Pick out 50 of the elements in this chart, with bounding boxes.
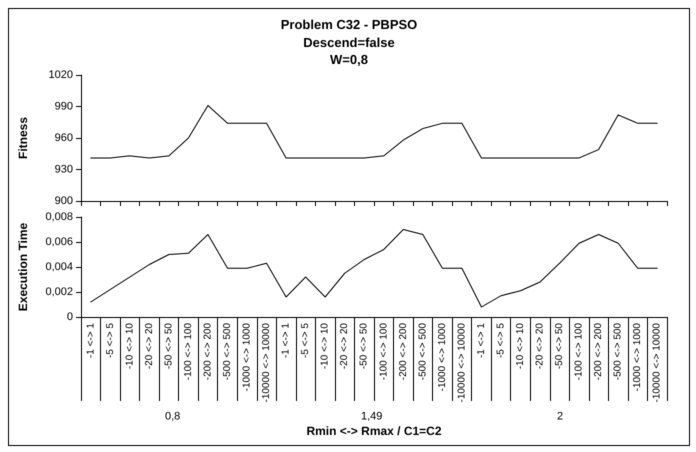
y-axis-title: Fitness	[16, 116, 30, 160]
x-tick-label: -50 <-> 50	[554, 322, 566, 370]
x-tick-label: -10 <-> 10	[515, 322, 526, 370]
y-tick-label: 1020	[48, 69, 73, 81]
x-tick-label: -1 <-> 1	[280, 322, 292, 358]
x-tick-label: -100 <-> 100	[378, 322, 390, 380]
y-tick-label: 0,004	[45, 261, 73, 273]
x-tick-label: -100 <-> 100	[182, 322, 194, 380]
line-series	[90, 229, 658, 308]
text: 2	[557, 410, 564, 422]
text: 0,8	[165, 410, 180, 422]
x-tick-label: -1000 <-> 1000	[632, 322, 644, 392]
y-axis-title: Execution Time	[16, 222, 30, 312]
x-tick-label: -50 <-> 50	[163, 322, 174, 370]
x-tick-label: -20 <-> 20	[534, 322, 546, 370]
y-tick-label: 0,006	[45, 236, 73, 248]
x-tick-label: -500 <-> 500	[417, 322, 428, 380]
x-tick-label: -200 <-> 200	[593, 322, 604, 380]
x-tick-label: -10000 <-> 10000	[456, 322, 468, 403]
x-tick-label: -200 <-> 200	[398, 322, 409, 380]
y-tick-label: 960	[54, 132, 73, 144]
x-axis-title: Rmin <-> Rmax / C1=C2	[306, 424, 442, 438]
x-tick-label: -500 <-> 500	[222, 322, 233, 380]
x-tick-label: -20 <-> 20	[339, 322, 350, 370]
x-tick-label: -1 <-> 1	[476, 322, 487, 358]
x-tick-label: -100 <-> 100	[574, 322, 585, 380]
x-tick-label: -10 <-> 10	[124, 322, 136, 370]
x-tick-label: -1000 <-> 1000	[436, 322, 448, 392]
x-tick-label: -10 <-> 10	[320, 322, 331, 370]
y-tick-label: 0,008	[45, 211, 73, 223]
y-tick-label: 0	[66, 311, 73, 323]
chart-subtitle: Descend=false W=0,8	[303, 35, 395, 67]
x-tick-label: -50 <-> 50	[358, 322, 370, 370]
x-tick-label: -500 <-> 500	[612, 322, 624, 380]
x-tick-label: -200 <-> 200	[202, 322, 214, 380]
chart-title: Problem C32 - PBPSO	[280, 17, 418, 32]
x-tick-label: -10000 <-> 10000	[652, 322, 663, 403]
y-tick-label: 900	[54, 195, 73, 207]
line-series	[90, 104, 658, 158]
x-tick-label: -1000 <-> 1000	[242, 322, 253, 392]
y-tick-label: 990	[54, 100, 73, 112]
x-tick-label: -5 <-> 5	[495, 322, 506, 358]
y-tick-label: 0,002	[45, 286, 73, 298]
text: 1,49	[361, 410, 382, 422]
x-tick-label: -10000 <-> 10000	[261, 322, 272, 403]
x-tick-label: -1 <-> 1	[85, 322, 96, 358]
y-tick-label: 930	[54, 164, 73, 176]
x-tick-label: -5 <-> 5	[104, 322, 116, 358]
x-tick-label: -5 <-> 5	[300, 322, 312, 358]
x-tick-label: -20 <-> 20	[144, 322, 155, 370]
